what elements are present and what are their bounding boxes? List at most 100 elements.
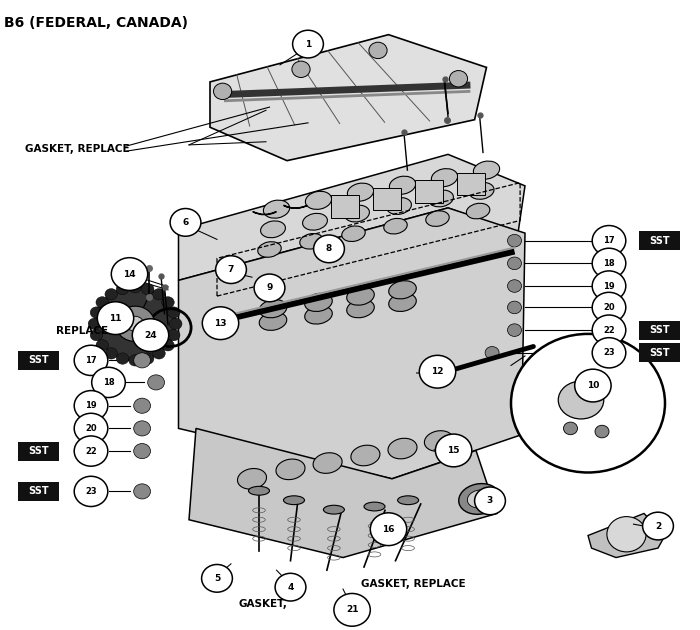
Text: 19: 19 bbox=[85, 401, 97, 410]
Ellipse shape bbox=[313, 453, 342, 473]
Circle shape bbox=[148, 375, 164, 390]
Text: 20: 20 bbox=[85, 424, 97, 433]
Ellipse shape bbox=[364, 502, 385, 511]
Circle shape bbox=[292, 61, 310, 77]
Text: 19: 19 bbox=[603, 282, 615, 290]
Text: 3: 3 bbox=[487, 496, 493, 505]
Circle shape bbox=[134, 353, 150, 368]
Ellipse shape bbox=[473, 161, 500, 179]
Circle shape bbox=[162, 340, 174, 351]
Ellipse shape bbox=[260, 221, 286, 238]
Circle shape bbox=[92, 367, 125, 398]
Circle shape bbox=[595, 425, 609, 438]
Circle shape bbox=[134, 421, 150, 436]
Ellipse shape bbox=[469, 183, 494, 199]
Circle shape bbox=[97, 302, 134, 335]
Circle shape bbox=[74, 476, 108, 507]
FancyBboxPatch shape bbox=[18, 351, 59, 370]
Circle shape bbox=[153, 348, 165, 359]
Circle shape bbox=[592, 271, 626, 301]
FancyBboxPatch shape bbox=[18, 482, 59, 501]
Circle shape bbox=[141, 353, 154, 364]
Text: 15: 15 bbox=[447, 446, 460, 455]
Ellipse shape bbox=[559, 381, 603, 419]
Circle shape bbox=[116, 353, 129, 364]
Circle shape bbox=[508, 257, 522, 270]
Circle shape bbox=[169, 318, 182, 329]
Text: 10: 10 bbox=[587, 381, 599, 390]
Text: GASKET, REPLACE: GASKET, REPLACE bbox=[360, 579, 466, 589]
Ellipse shape bbox=[398, 496, 419, 505]
Circle shape bbox=[134, 398, 150, 413]
Text: 22: 22 bbox=[603, 326, 615, 335]
Ellipse shape bbox=[389, 294, 416, 311]
Ellipse shape bbox=[426, 211, 449, 226]
FancyBboxPatch shape bbox=[639, 231, 680, 250]
Text: GASKET, REPLACE: GASKET, REPLACE bbox=[25, 144, 129, 154]
Circle shape bbox=[105, 348, 118, 359]
Circle shape bbox=[167, 329, 180, 341]
Text: 18: 18 bbox=[603, 259, 615, 268]
Ellipse shape bbox=[248, 486, 270, 495]
Text: B6 (FEDERAL, CANADA): B6 (FEDERAL, CANADA) bbox=[4, 16, 188, 30]
Circle shape bbox=[564, 422, 577, 435]
Circle shape bbox=[88, 318, 101, 329]
Circle shape bbox=[511, 334, 665, 472]
Polygon shape bbox=[178, 154, 525, 280]
FancyBboxPatch shape bbox=[639, 321, 680, 340]
Ellipse shape bbox=[276, 459, 305, 479]
Circle shape bbox=[134, 484, 150, 499]
Ellipse shape bbox=[259, 300, 287, 318]
FancyBboxPatch shape bbox=[415, 180, 443, 203]
Text: 16: 16 bbox=[382, 525, 395, 534]
Text: SST: SST bbox=[649, 325, 670, 335]
Circle shape bbox=[94, 287, 176, 360]
Text: 8: 8 bbox=[326, 244, 332, 253]
Ellipse shape bbox=[263, 200, 290, 218]
Circle shape bbox=[132, 319, 169, 352]
Circle shape bbox=[167, 307, 180, 318]
Ellipse shape bbox=[386, 198, 412, 214]
Text: 23: 23 bbox=[603, 348, 615, 357]
Text: 23: 23 bbox=[85, 487, 97, 496]
Circle shape bbox=[508, 234, 522, 247]
Ellipse shape bbox=[258, 242, 281, 257]
FancyBboxPatch shape bbox=[639, 343, 680, 362]
Circle shape bbox=[129, 282, 141, 293]
Ellipse shape bbox=[389, 281, 416, 299]
Circle shape bbox=[105, 289, 118, 300]
Circle shape bbox=[74, 345, 108, 375]
Circle shape bbox=[96, 340, 108, 351]
Text: 9: 9 bbox=[266, 284, 273, 292]
Ellipse shape bbox=[259, 312, 287, 330]
Circle shape bbox=[607, 517, 646, 552]
Circle shape bbox=[202, 564, 232, 592]
Circle shape bbox=[111, 258, 148, 290]
Circle shape bbox=[435, 434, 472, 467]
Circle shape bbox=[592, 248, 626, 278]
Circle shape bbox=[90, 307, 103, 318]
Circle shape bbox=[419, 355, 456, 388]
Ellipse shape bbox=[342, 226, 365, 241]
Text: SST: SST bbox=[28, 446, 49, 456]
Ellipse shape bbox=[304, 306, 332, 324]
Circle shape bbox=[575, 369, 611, 402]
Text: 12: 12 bbox=[431, 367, 444, 376]
FancyBboxPatch shape bbox=[18, 442, 59, 461]
Circle shape bbox=[254, 274, 285, 302]
Circle shape bbox=[129, 355, 141, 366]
Circle shape bbox=[74, 413, 108, 444]
Ellipse shape bbox=[323, 505, 344, 514]
Text: REPLACE: REPLACE bbox=[56, 326, 108, 336]
Polygon shape bbox=[210, 35, 486, 161]
Circle shape bbox=[592, 338, 626, 368]
Circle shape bbox=[314, 235, 344, 263]
Ellipse shape bbox=[344, 205, 370, 222]
Circle shape bbox=[592, 226, 626, 256]
Circle shape bbox=[90, 329, 103, 341]
FancyBboxPatch shape bbox=[373, 188, 401, 210]
Circle shape bbox=[170, 209, 201, 236]
Text: 1: 1 bbox=[305, 40, 311, 49]
Circle shape bbox=[116, 284, 129, 295]
Text: SST: SST bbox=[649, 236, 670, 246]
